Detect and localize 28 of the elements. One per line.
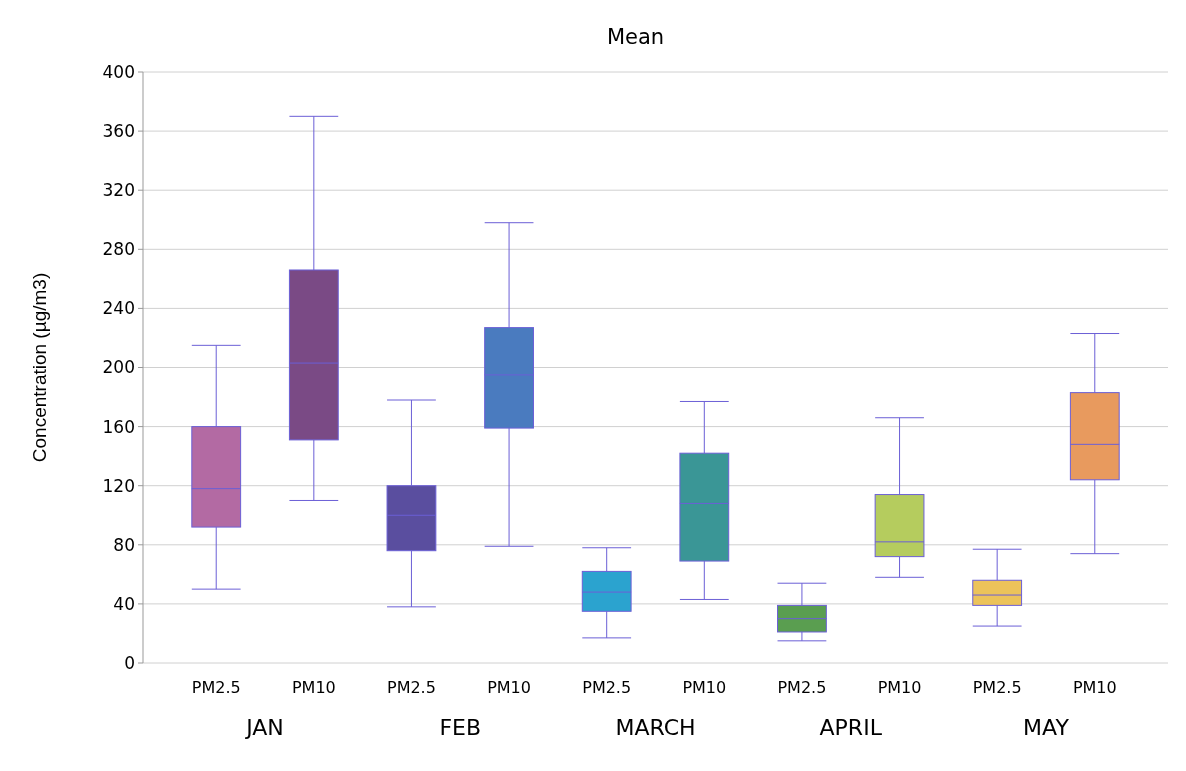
text: MAY bbox=[1023, 715, 1070, 740]
x-tick-label: PM10 bbox=[291, 678, 336, 697]
x-tick-label: PM10 bbox=[487, 678, 531, 697]
y-tick-label: 280 bbox=[102, 239, 135, 260]
x-tick-label: PM10 bbox=[1072, 678, 1117, 697]
x-tick-label: PM10 bbox=[682, 678, 727, 697]
y-tick-label: 400 bbox=[102, 61, 135, 82]
y-tick-label: 200 bbox=[102, 357, 135, 378]
text: JAN bbox=[244, 715, 284, 740]
y-tick-label: 240 bbox=[102, 298, 135, 319]
y-tick-label: 80 bbox=[113, 534, 135, 555]
x-tick-label: PM2.5 bbox=[191, 678, 241, 697]
y-tick-label: 0 bbox=[124, 652, 135, 673]
x-tick-label: PM2.5 bbox=[777, 678, 827, 697]
x-tick-label: PM10 bbox=[877, 678, 922, 697]
chart-title: Mean bbox=[606, 25, 665, 49]
x-tick-label: PM2.5 bbox=[972, 678, 1022, 697]
x-tick-label: PM2.5 bbox=[582, 678, 632, 697]
y-tick-label: 360 bbox=[102, 121, 135, 142]
y-tick-label: 160 bbox=[102, 416, 135, 437]
y-tick-label: 120 bbox=[102, 475, 135, 496]
y-axis-title: Concentration (µg/m3) bbox=[29, 272, 50, 463]
text: FEB bbox=[439, 715, 482, 740]
y-tick-label: 320 bbox=[102, 180, 135, 201]
text: APRIL bbox=[819, 715, 883, 740]
text: MARCH bbox=[615, 715, 696, 740]
x-tick-label: PM2.5 bbox=[387, 678, 436, 697]
y-tick-label: 40 bbox=[113, 593, 135, 614]
